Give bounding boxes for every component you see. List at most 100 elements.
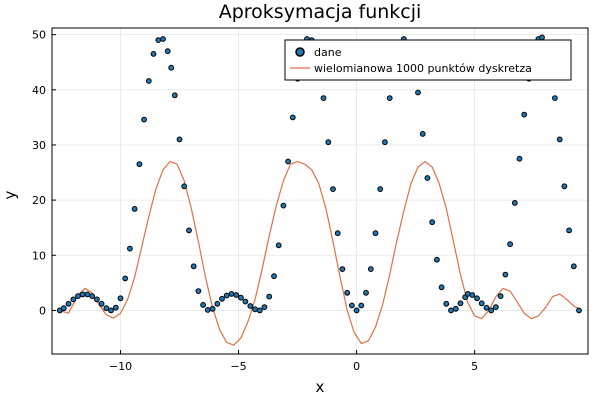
dane-point (429, 219, 436, 226)
dane-point (497, 293, 504, 300)
dane-point (223, 292, 230, 299)
dane-point (65, 300, 72, 307)
dane-point (242, 298, 249, 305)
dane-point (521, 111, 528, 118)
dane-point (219, 295, 225, 302)
dane-point (79, 291, 86, 298)
dane-point (478, 300, 485, 307)
dane-point (483, 304, 490, 311)
dane-point (488, 307, 495, 314)
dane-point (452, 305, 459, 312)
x-tick-label-2: 0 (353, 360, 360, 373)
dane-point (576, 307, 582, 314)
dane-point (171, 92, 178, 99)
dane-point (70, 296, 77, 303)
dane-point (372, 230, 379, 237)
dane-point (94, 296, 100, 303)
dane-point (344, 289, 351, 296)
x-tick-label-1: −5 (230, 360, 246, 373)
dane-point (238, 294, 244, 301)
grid (52, 28, 588, 354)
legend-label-dane: dane (314, 46, 342, 59)
dane-point (561, 183, 568, 190)
dane-point (556, 136, 563, 143)
x-ticks: −10 −5 0 5 (109, 350, 478, 373)
dane-point (98, 300, 105, 307)
series-line-wielomianowa (58, 160, 580, 346)
dane-point (117, 295, 124, 302)
dane-point (228, 291, 235, 297)
y-tick-label-3: 30 (32, 139, 46, 152)
dane-point (89, 293, 95, 300)
dane-point (349, 302, 355, 309)
y-ticks: 0 10 20 30 40 50 (32, 29, 56, 317)
dane-point (493, 304, 499, 311)
dane-point (363, 289, 369, 296)
dane-point (256, 307, 263, 314)
dane-point (60, 305, 67, 312)
dane-point (367, 266, 374, 273)
dane-point (145, 78, 152, 84)
dane-point (190, 263, 197, 270)
dane-point (155, 37, 162, 43)
dane-point (75, 293, 81, 300)
dane-point (386, 95, 393, 101)
plot-frame (51, 27, 589, 355)
dane-point (186, 227, 192, 234)
dane-point (419, 131, 426, 137)
dane-point (325, 139, 332, 146)
dane-point (280, 202, 287, 209)
y-tick-label-5: 50 (32, 29, 46, 42)
x-tick-label-3: 5 (471, 360, 478, 373)
dane-point (320, 95, 327, 101)
legend-label-wielomianowa: wielomianowa 1000 punktów dyskretza (314, 62, 532, 75)
y-tick-label-0: 0 (39, 304, 46, 317)
legend-marker-dane (295, 47, 305, 57)
chart-title: Aproksymacja funkcji (219, 1, 422, 23)
dane-point (339, 266, 346, 273)
dane-point (285, 158, 292, 165)
dane-point (108, 307, 114, 314)
dane-point (122, 275, 129, 282)
dane-point (214, 300, 221, 307)
dane-point (181, 183, 188, 190)
dane-point (247, 303, 254, 309)
dane-point (443, 300, 450, 307)
dane-point (261, 304, 268, 311)
dane-point (204, 307, 211, 313)
dane-point (176, 136, 183, 143)
dane-point (552, 95, 558, 101)
dane-point (353, 307, 360, 314)
dane-point (448, 307, 454, 314)
dane-point (334, 230, 341, 237)
dane-point (438, 284, 445, 291)
dane-point (266, 293, 273, 300)
dane-point (271, 273, 277, 280)
dane-point (195, 288, 202, 295)
dane-point (377, 186, 384, 193)
dane-point (233, 292, 240, 298)
legend: dane wielomianowa 1000 punktów dyskretza (284, 39, 572, 81)
x-tick-label-0: −10 (109, 360, 132, 373)
dane-point (516, 155, 523, 162)
dane-point (502, 271, 509, 278)
dane-point (275, 242, 282, 249)
dane-point (330, 186, 336, 193)
dane-point (457, 300, 464, 307)
dane-point (566, 227, 572, 234)
dane-point (539, 34, 545, 41)
dane-point (252, 306, 259, 313)
dane-point (200, 302, 207, 308)
y-tick-label-2: 20 (32, 194, 46, 207)
x-axis-label: x (316, 378, 325, 396)
legend-box (284, 39, 572, 81)
dane-point (150, 51, 157, 57)
dane-point (358, 302, 365, 309)
dane-point (84, 291, 91, 298)
dane-point (103, 305, 110, 312)
dane-point (570, 263, 577, 270)
dane-point (382, 139, 388, 146)
dane-point (112, 304, 119, 311)
dane-point (160, 36, 166, 42)
